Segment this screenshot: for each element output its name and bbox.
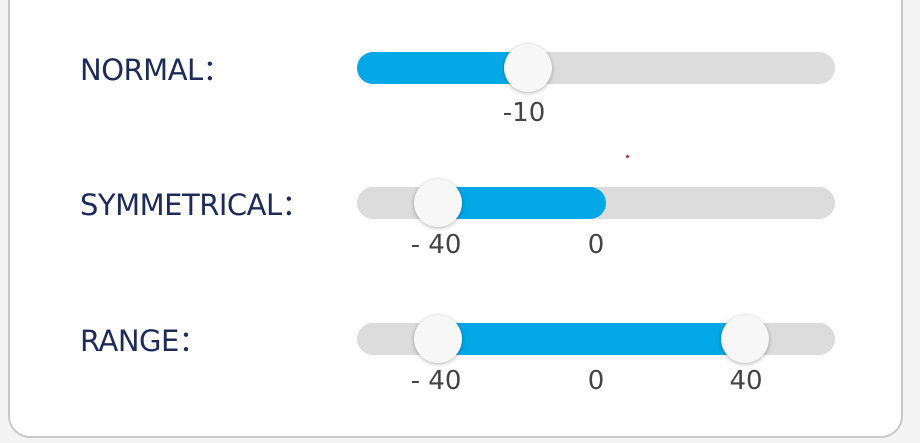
slider-fill xyxy=(357,52,528,84)
slider-fill xyxy=(438,323,745,355)
value-label: - 40 xyxy=(410,366,462,396)
slider-label: RANGE： xyxy=(80,324,208,358)
slider-knob[interactable] xyxy=(504,44,552,92)
slider-knob[interactable] xyxy=(721,315,769,363)
value-label: 0 xyxy=(587,366,605,396)
value-label: -10 xyxy=(502,98,546,128)
slider-fill xyxy=(438,187,606,219)
value-label: 0 xyxy=(587,230,605,260)
slider-knob[interactable] xyxy=(414,315,462,363)
dot xyxy=(626,155,629,158)
slider-label: SYMMETRICAL： xyxy=(80,188,311,222)
value-label: - 40 xyxy=(410,230,462,260)
slider-label: NORMAL： xyxy=(80,53,232,87)
value-label: 40 xyxy=(729,366,763,396)
slider-knob[interactable] xyxy=(414,179,462,227)
